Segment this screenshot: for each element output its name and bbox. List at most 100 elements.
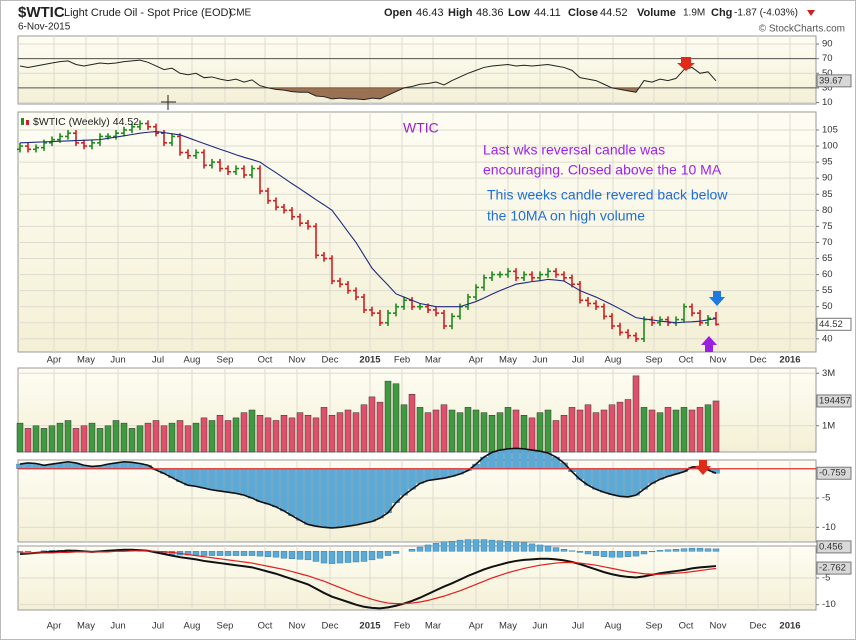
- volume-bar: [624, 399, 632, 453]
- volume-bar: [72, 428, 80, 453]
- histogram-bar: [376, 468, 384, 519]
- histogram-bar: [208, 551, 216, 556]
- x-tick-label: Aug: [605, 355, 622, 366]
- histogram-bar: [408, 468, 416, 490]
- y-tick-label: 60: [822, 269, 833, 280]
- x-tick-label: Aug: [184, 621, 201, 632]
- histogram-bar: [384, 468, 392, 513]
- y-tick-label: 3M: [822, 368, 835, 379]
- x-tick-label: Jun: [532, 355, 547, 366]
- histogram-bar: [264, 551, 272, 557]
- y-tick-label: 70: [822, 53, 833, 64]
- value-label: -2.762: [819, 563, 846, 574]
- x-tick-label: Jul: [572, 621, 584, 632]
- volume-bar: [240, 412, 248, 453]
- histogram-bar: [440, 541, 448, 552]
- histogram-bar: [184, 468, 192, 486]
- x-tick-label: May: [499, 355, 517, 366]
- volume-bar: [656, 412, 664, 453]
- volume-bar: [672, 409, 680, 453]
- x-tick-label: Sep: [217, 355, 234, 366]
- histogram-bar: [640, 551, 648, 555]
- volume-bar: [360, 404, 368, 453]
- histogram-bar: [656, 550, 664, 552]
- volume-bar: [584, 404, 592, 453]
- histogram-bar: [664, 549, 672, 552]
- histogram-bar: [416, 468, 424, 484]
- overlay-marks: [161, 57, 725, 475]
- stat-value: 44.52: [600, 7, 628, 19]
- histogram-bar: [296, 468, 304, 521]
- histogram-bar: [248, 551, 256, 556]
- histogram-bar: [488, 452, 496, 469]
- y-tick-label: -5: [822, 493, 830, 504]
- histogram-bar: [592, 468, 600, 490]
- x-tick-label: Jun: [110, 621, 125, 632]
- value-box: [816, 466, 852, 480]
- histogram-bar: [240, 551, 248, 556]
- histogram-bar: [192, 468, 200, 487]
- volume-bar: [216, 415, 224, 453]
- credit: © StockCharts.com: [759, 24, 845, 35]
- histogram-bar: [536, 544, 544, 552]
- x-tick-label: Nov: [289, 355, 306, 366]
- x-tick-label: Sep: [646, 621, 663, 632]
- x-tick-label: Apr: [469, 621, 484, 632]
- histogram-bar: [472, 539, 480, 552]
- volume-bar: [520, 415, 528, 453]
- histogram-bar: [360, 468, 368, 524]
- y-tick-label: 55: [822, 285, 833, 296]
- rsi-line: [19, 59, 717, 101]
- macd-line: [20, 550, 717, 605]
- x-tick-label: Oct: [679, 621, 694, 632]
- annotation: encouraging. Closed above the 10 MA: [483, 162, 722, 178]
- legend-icon: [26, 120, 29, 125]
- x-tick-label: Jul: [152, 621, 164, 632]
- volume-bar: [536, 412, 544, 453]
- volume-bar: [272, 420, 280, 453]
- y-tick-label: 90: [822, 173, 833, 184]
- down-indicator: [807, 10, 815, 16]
- x-tick-label: 2016: [779, 355, 800, 366]
- volume-bar: [448, 409, 456, 453]
- volume-bar: [472, 409, 480, 453]
- histogram-bar: [200, 468, 208, 489]
- histogram-bar: [520, 448, 528, 469]
- x-tick-label: 2015: [359, 355, 381, 366]
- histogram-bar: [280, 551, 288, 559]
- histogram-bar: [712, 548, 720, 552]
- volume-bar: [488, 415, 496, 453]
- volume-bar: [96, 428, 104, 453]
- histogram-bar: [304, 551, 312, 561]
- histogram-bar: [368, 551, 376, 561]
- instrument-name: Light Crude Oil - Spot Price (EOD): [64, 7, 232, 19]
- volume-bar: [312, 417, 320, 453]
- value-box: [816, 394, 852, 408]
- x-tick-label: Jul: [572, 355, 584, 366]
- histogram-bar: [528, 449, 536, 469]
- y-tick-label: 85: [822, 189, 833, 200]
- histogram-bar: [232, 551, 240, 556]
- histogram-bar: [320, 468, 328, 528]
- histogram-bar: [216, 551, 224, 556]
- volume-bar: [576, 409, 584, 453]
- volume-bar: [288, 417, 296, 453]
- histogram-bar: [424, 544, 432, 552]
- x-tick-label: Feb: [394, 621, 410, 632]
- volume-bar: [336, 412, 344, 453]
- x-tick-label: Apr: [47, 621, 62, 632]
- volume-bar: [688, 409, 696, 453]
- volume-bar: [16, 422, 24, 453]
- macd-line: [19, 548, 717, 610]
- histogram-bar: [704, 548, 712, 552]
- volume-bar: [264, 417, 272, 453]
- volume-bar: [616, 401, 624, 453]
- value-box: [816, 317, 852, 331]
- histogram-bar: [616, 551, 624, 558]
- volume-bar: [168, 422, 176, 453]
- volume-bar: [88, 422, 96, 453]
- histogram-bar: [520, 542, 528, 552]
- arrow: [701, 336, 717, 352]
- histogram-bar: [512, 448, 520, 469]
- value-box: [816, 540, 852, 554]
